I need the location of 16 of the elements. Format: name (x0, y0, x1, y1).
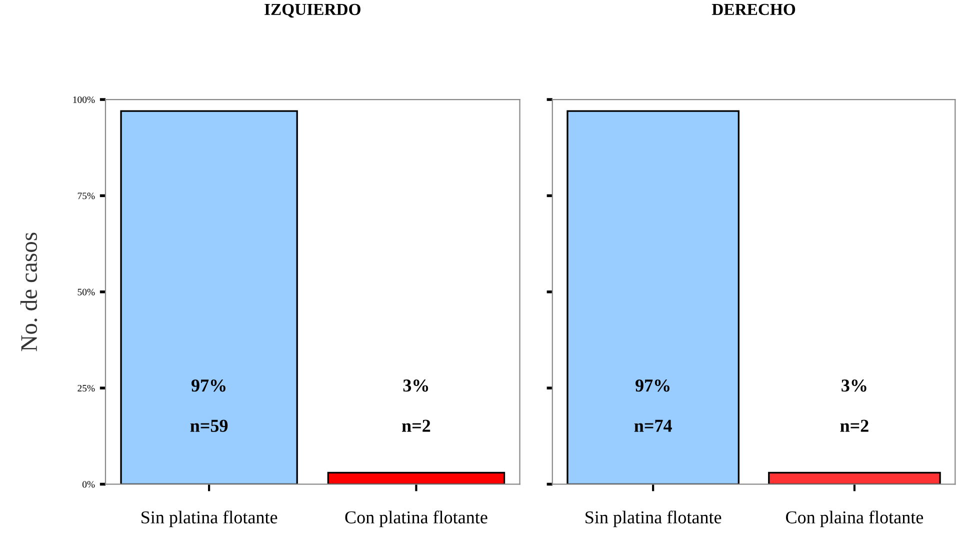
x-tick-label: Sin platina flotante (142, 510, 278, 528)
y-tick-label: 25% (78, 384, 95, 392)
text: 97% n=59 (190, 379, 228, 432)
x-tick-label: Con plaina flotante (786, 510, 924, 528)
y-axis-title: No. de casos (20, 232, 38, 352)
x-tick-label: Con platina flotante (345, 510, 488, 528)
chart-title: IZQUIERDO (264, 4, 360, 18)
chart-title: DERECHO (712, 4, 796, 16)
text: 3% n=2 (402, 379, 430, 432)
x-tick-label: Sin platina flotante (586, 510, 722, 528)
y-tick-label: 50% (78, 288, 95, 296)
y-tick-label: 100% (73, 96, 95, 104)
text: 97% n=74 (634, 379, 672, 432)
y-tick-label: 0% (82, 481, 95, 488)
text: 3% n=2 (840, 379, 868, 432)
y-tick-label: 75% (78, 192, 95, 200)
